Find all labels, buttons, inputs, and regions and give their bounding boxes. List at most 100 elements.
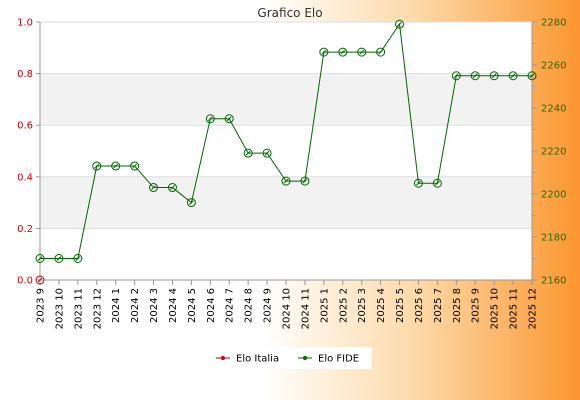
right-tick-label: 2240: [541, 104, 566, 115]
left-tick-label: 0.8: [17, 69, 33, 80]
data-point-marker: [224, 114, 234, 124]
data-point: [35, 275, 45, 285]
series-layer: [35, 19, 537, 285]
legend-label: Elo FIDE: [318, 354, 359, 365]
data-point-tick: [283, 178, 289, 184]
plot-band: [40, 73, 532, 126]
x-tick-label: 2023 12: [92, 288, 103, 329]
legend-box: [210, 347, 372, 369]
data-point-marker: [395, 19, 405, 29]
data-point: [243, 148, 253, 158]
data-point-tick: [151, 185, 156, 190]
data-point-tick: [378, 49, 383, 55]
data-point: [281, 176, 291, 186]
data-point-marker: [167, 183, 177, 193]
data-point: [224, 114, 234, 124]
right-tick-label: 2180: [541, 233, 566, 244]
data-point-marker: [300, 176, 310, 186]
data-point-tick: [113, 163, 119, 169]
data-point-tick: [359, 49, 365, 55]
data-point: [205, 114, 215, 124]
x-tick-label: 2025 3: [357, 288, 368, 323]
left-tick-label: 0.6: [17, 121, 33, 132]
data-point: [149, 183, 159, 193]
data-point-tick: [529, 73, 535, 79]
data-point-tick: [264, 150, 270, 156]
plot-background: [40, 22, 532, 280]
data-point: [262, 148, 272, 158]
data-point: [451, 71, 461, 81]
data-point-marker: [470, 71, 480, 81]
data-point-marker: [35, 275, 45, 285]
data-point-tick: [397, 21, 402, 27]
data-point-marker: [413, 178, 423, 188]
x-tick-label: 2024 8: [244, 288, 255, 323]
data-point-tick: [435, 180, 440, 186]
legend-item: Elo Italia: [216, 354, 279, 365]
x-axis: 2023 9 2023 10 2023 11 2023 12 2024 1 2024 2 2…: [36, 279, 539, 329]
x-tick-label: 2024 4: [168, 288, 179, 323]
right-axis: 2160 2180 2200 2220 2240 2260 2280: [531, 18, 566, 287]
data-point-marker: [92, 161, 102, 171]
left-tick-label: 0.2: [17, 224, 33, 235]
x-tick-label: 2024 5: [187, 288, 198, 323]
x-tick-label: 2024 6: [206, 288, 217, 323]
x-tick-label: 2024 9: [263, 288, 274, 323]
right-tick-label: 2260: [541, 61, 566, 72]
x-tick-label: 2024 11: [300, 288, 311, 329]
data-point-tick: [321, 49, 327, 55]
x-tick-label: 2025 11: [509, 288, 520, 329]
x-tick-label: 2025 5: [395, 288, 406, 323]
data-point: [130, 161, 140, 171]
x-tick-label: 2025 4: [376, 288, 387, 323]
data-point-marker: [489, 71, 499, 81]
data-point-marker: [432, 178, 442, 188]
data-point-tick: [132, 163, 137, 169]
x-tick-label: 2024 3: [149, 288, 160, 323]
data-point: [92, 161, 102, 171]
data-point-marker: [54, 254, 64, 263]
data-point-tick: [416, 180, 421, 186]
data-point-tick: [207, 116, 213, 122]
x-tick-label: 2024 1: [111, 288, 122, 323]
x-tick-label: 2024 10: [282, 288, 293, 329]
data-point-marker: [357, 47, 367, 57]
data-point-tick: [75, 256, 81, 261]
x-tick-label: 2025 8: [452, 288, 463, 323]
left-tick-label: 1.0: [17, 18, 33, 29]
x-tick-label: 2025 6: [414, 288, 425, 323]
data-point-marker: [73, 254, 83, 263]
data-point: [111, 161, 121, 171]
data-point-marker: [130, 161, 140, 171]
data-point-marker: [281, 176, 291, 186]
data-point-marker: [319, 47, 329, 57]
data-point-tick: [170, 185, 175, 190]
x-tick-label: 2023 11: [73, 288, 84, 329]
data-point-tick: [37, 277, 43, 283]
left-tick-label: 0.0: [17, 276, 33, 287]
data-point-marker: [527, 71, 537, 81]
x-tick-label: 2025 1: [319, 288, 330, 323]
data-point: [527, 71, 537, 81]
left-tick-label: 0.4: [17, 172, 33, 183]
x-tick-label: 2025 9: [471, 288, 482, 323]
data-point-tick: [94, 163, 100, 169]
data-point-tick: [245, 150, 251, 156]
legend-item: Elo FIDE: [298, 354, 359, 365]
legend-label: Elo Italia: [236, 354, 279, 365]
data-point-marker: [35, 254, 45, 263]
right-tick-label: 2280: [541, 18, 566, 29]
data-point-marker: [186, 198, 196, 208]
data-point-tick: [453, 73, 459, 79]
plot-band: [40, 228, 532, 280]
data-point-tick: [472, 73, 478, 79]
legend: Elo Italia Elo FIDE: [210, 347, 372, 369]
data-point: [167, 183, 177, 193]
data-point-marker: [376, 47, 386, 57]
legend-swatch-marker: [303, 356, 307, 360]
data-point-tick: [37, 256, 43, 261]
right-tick-label: 2200: [541, 190, 566, 201]
x-tick-label: 2024 2: [130, 288, 141, 323]
right-tick-label: 2220: [541, 147, 566, 158]
